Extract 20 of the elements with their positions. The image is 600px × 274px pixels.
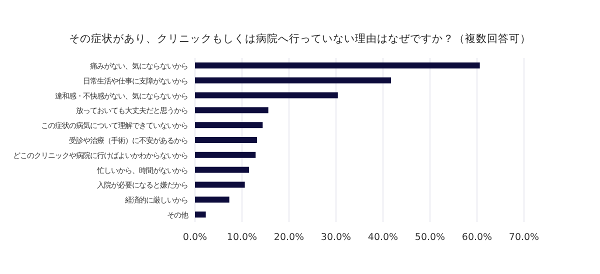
- x-tick-label: 30.0%: [320, 232, 352, 243]
- bar: [195, 92, 338, 98]
- bar: [195, 137, 258, 143]
- x-tick-label: 20.0%: [274, 232, 304, 243]
- x-tick-label: 70.0%: [508, 232, 540, 243]
- x-tick-label: 40.0%: [368, 232, 398, 243]
- bar: [195, 77, 391, 84]
- x-tick-label: 50.0%: [414, 232, 446, 243]
- bar: [195, 107, 268, 114]
- x-tick-label: 60.0%: [462, 232, 492, 243]
- bar: [195, 62, 480, 68]
- bar: [195, 196, 230, 203]
- x-tick-label: 10.0%: [226, 232, 258, 243]
- bar: [195, 152, 256, 158]
- bar: [195, 212, 206, 218]
- bar: [195, 182, 245, 188]
- x-tick-label: 0.0%: [182, 232, 208, 243]
- bar: [195, 166, 250, 173]
- chart-title: その症状があり、クリニックもしくは病院へ行っていない理由はなぜですか？（複数回答可）: [69, 32, 531, 45]
- bar: [195, 122, 263, 128]
